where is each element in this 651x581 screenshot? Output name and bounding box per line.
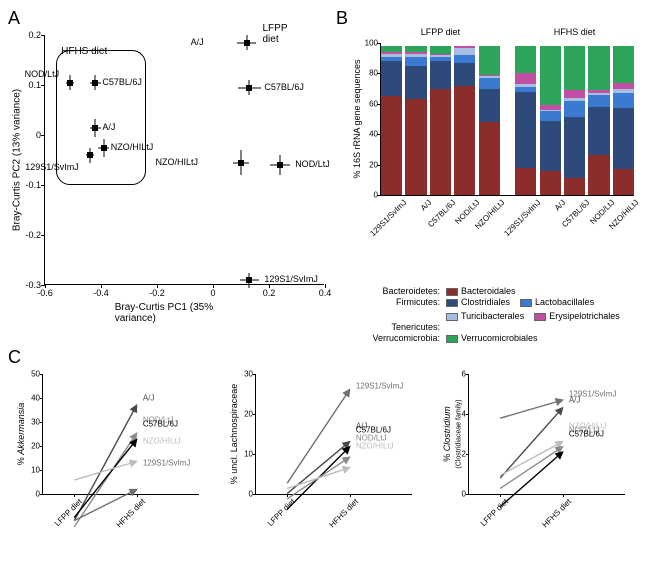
data-point: 129S1/SvImJ xyxy=(246,277,252,283)
line-chart-ylabel: % Clostridium xyxy=(442,406,452,462)
strain-label: 129S1/SvImJ xyxy=(368,198,408,238)
strain-label: A/J xyxy=(552,198,567,213)
stacked-bar xyxy=(540,43,561,195)
panel-b: B % 16S rRNA gene sequences 020406080100… xyxy=(336,8,641,343)
data-point: NZO/HILtJ xyxy=(101,145,107,151)
stacked-bar xyxy=(564,43,585,195)
legend-phylum: Verrucomicrobia: xyxy=(358,333,440,343)
legend-item: Lactobacillales xyxy=(520,297,594,307)
stacked-bar xyxy=(613,43,634,195)
diet-label: HFHS diet xyxy=(554,27,596,37)
series-label: A/J xyxy=(569,396,581,405)
legend-item: Verrucomicrobiales xyxy=(446,333,538,343)
legend-item: Clostridiales xyxy=(446,297,510,307)
legend-phylum: Tenericutes: xyxy=(358,322,440,332)
data-point: NOD/LtJ xyxy=(277,162,283,168)
data-point: C57BL/6J xyxy=(246,85,252,91)
data-point: 129S1/SvImJ xyxy=(87,152,93,158)
stacked-bar xyxy=(405,43,426,195)
y-axis-label: Bray-Curtis PC2 (13% variance) xyxy=(12,88,23,230)
data-point: A/J xyxy=(244,40,250,46)
data-point: NZO/HILtJ xyxy=(238,160,244,166)
series-label: NZO/HILtJ xyxy=(143,437,181,446)
cluster-label: HFHS diet xyxy=(61,46,107,57)
stacked-bar xyxy=(515,43,536,195)
line-chart: % Akkermansia01020304050LFPP dietHFHS di… xyxy=(12,368,207,523)
panel-b-ylabel: % 16S rRNA gene sequences xyxy=(352,59,362,178)
legend-item: Turicibacterales xyxy=(446,311,524,321)
x-axis-label: Bray-Curtis PC1 (35% variance) xyxy=(115,302,255,324)
series-label: NZO/HILtJ xyxy=(356,442,394,451)
series-label: 129S1/SvImJ xyxy=(356,382,404,391)
series-label: 129S1/SvImJ xyxy=(143,458,191,467)
series-label: A/J xyxy=(143,394,155,403)
data-point: A/J xyxy=(92,125,98,131)
stacked-bar xyxy=(381,43,402,195)
panel-b-label: B xyxy=(336,8,641,29)
panel-c: C % Akkermansia01020304050LFPP dietHFHS … xyxy=(8,347,643,523)
series-label: C57BL/6J xyxy=(143,420,178,429)
stacked-bar xyxy=(479,43,500,195)
scatter-plot: Bray-Curtis PC2 (13% variance) Bray-Curt… xyxy=(44,35,324,285)
line-chart-ylabel: % Akkermansia xyxy=(16,403,26,466)
series-label: C57BL/6J xyxy=(569,430,604,439)
line-chart: (Clostridiaceae family)% Clostridium0246… xyxy=(438,368,633,523)
panel-b-legend: Bacteroidetes: Bacteroidales Firmicutes: Cl… xyxy=(358,286,641,343)
data-point: C57BL/6J xyxy=(92,80,98,86)
stacked-bars: % 16S rRNA gene sequences 020406080100LF… xyxy=(348,35,638,240)
stacked-bar xyxy=(588,43,609,195)
strain-label: 129S1/SvImJ xyxy=(503,198,543,238)
panel-a: A Bray-Curtis PC2 (13% variance) Bray-Cu… xyxy=(8,8,328,343)
legend-phylum: Bacteroidetes: xyxy=(358,286,440,296)
line-chart: % uncl. Lachnospiraceae0102030LFPP dietH… xyxy=(225,368,420,523)
legend-phylum: Firmicutes: xyxy=(358,297,440,321)
line-chart-ylabel: % uncl. Lachnospiraceae xyxy=(229,384,239,485)
legend-item: Bacteroidales xyxy=(446,286,516,296)
figure: A Bray-Curtis PC2 (13% variance) Bray-Cu… xyxy=(8,8,643,523)
stacked-bar xyxy=(430,43,451,195)
cluster-label: LFPP diet xyxy=(263,23,304,45)
data-point: NOD/LtJ xyxy=(67,80,73,86)
diet-label: LFPP diet xyxy=(421,27,460,37)
legend-item: Erysipelotrichales xyxy=(534,311,620,321)
stacked-bar xyxy=(454,43,475,195)
strain-label: A/J xyxy=(418,198,433,213)
panel-c-label: C xyxy=(8,347,643,368)
